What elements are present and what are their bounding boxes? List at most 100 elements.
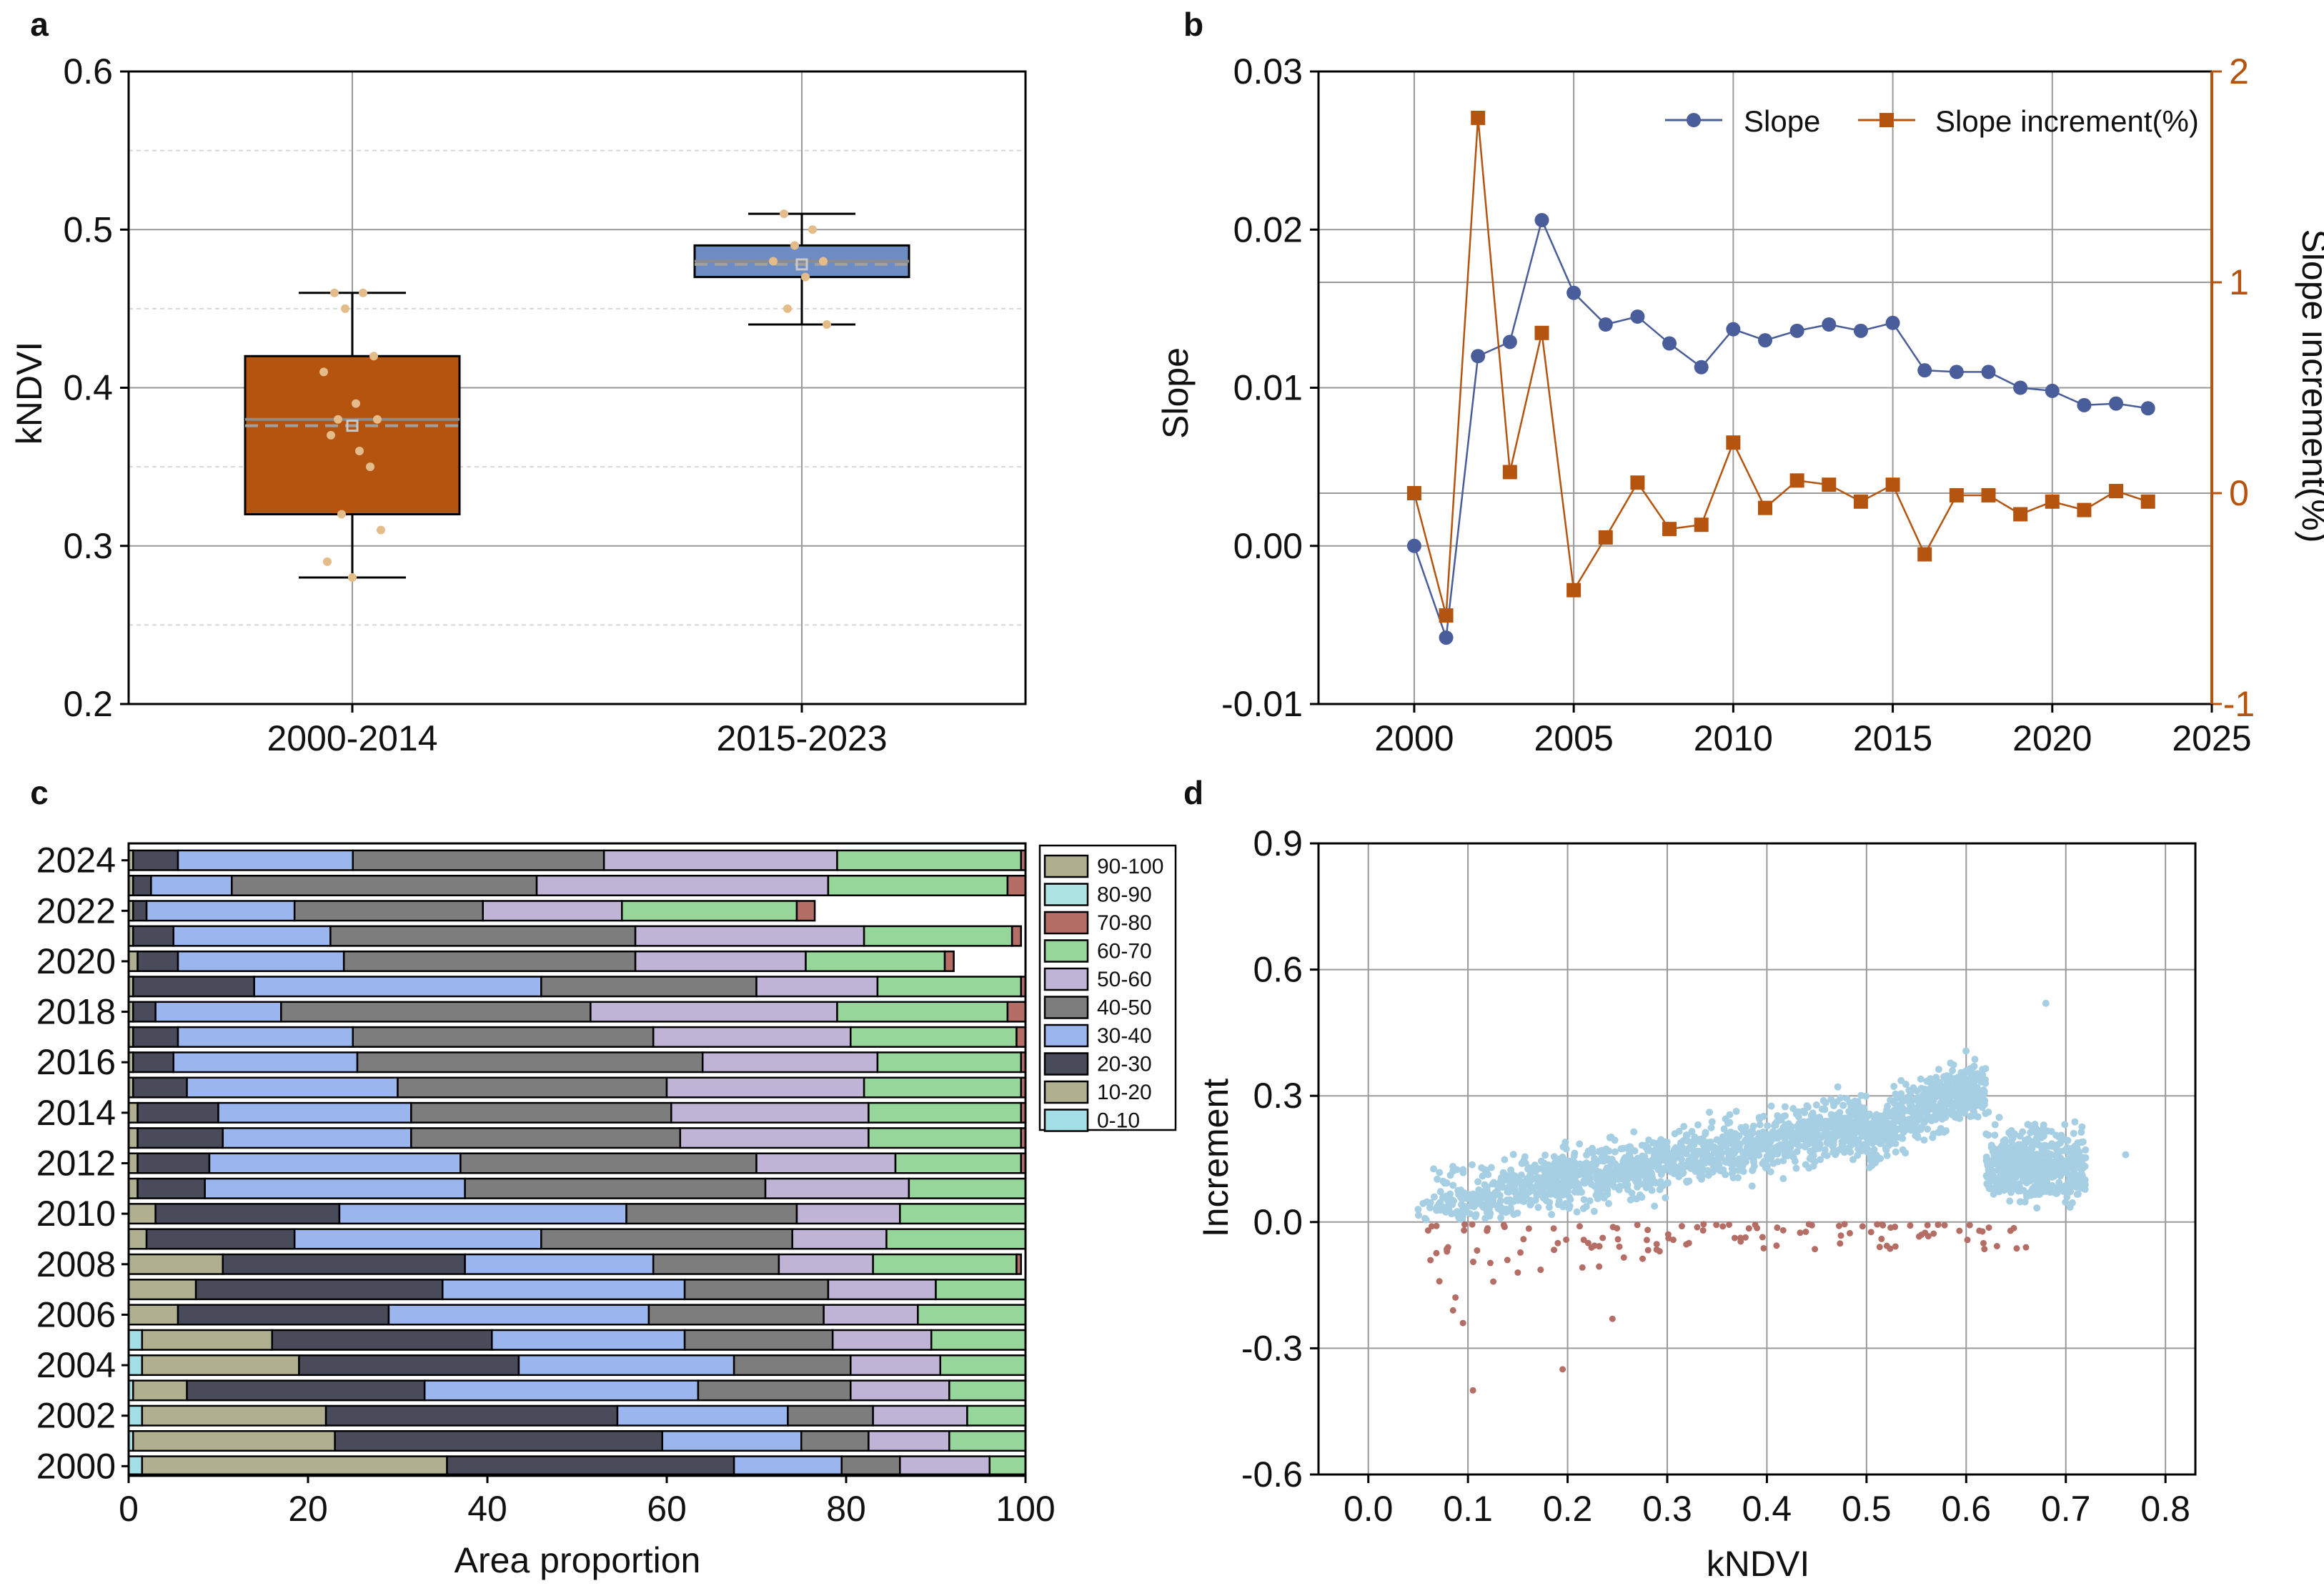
scatter-point (1945, 1074, 1953, 1082)
bar-segment-40-50 (397, 1076, 668, 1099)
bar-segment-50-60 (482, 900, 623, 922)
scatter-point (1930, 1096, 1937, 1104)
scatter-point (1525, 1225, 1532, 1232)
scatter-point (1927, 1075, 1935, 1083)
scatter-point (1742, 1148, 1749, 1156)
bar-segment-40-50 (800, 1429, 870, 1452)
scatter-point (1873, 1156, 1881, 1164)
scatter-point (1764, 1122, 1772, 1130)
scatter-point (2077, 1162, 2085, 1170)
scatter-point (1797, 1229, 1804, 1236)
y-tick-label: 0.2 (63, 684, 113, 724)
bar-segment-30-40 (616, 1404, 789, 1427)
scatter-point (1823, 1151, 1831, 1159)
bar-segment-30-40 (423, 1379, 700, 1402)
scatter-point (2033, 1150, 2041, 1158)
scatter-point (2005, 1164, 2012, 1172)
scatter-point (1935, 1129, 1943, 1136)
bar-segment-60-70 (827, 874, 1009, 897)
scatter-point (1698, 1172, 1706, 1180)
bar-segment-70-80 (1006, 1001, 1027, 1023)
scatter-point (1862, 1145, 1870, 1153)
scatter-point (1930, 1130, 1937, 1138)
bar-segment-30-40 (464, 1253, 655, 1275)
scatter-point (1599, 1156, 1607, 1164)
scatter-point (1817, 1134, 1825, 1141)
bar-segment-50-60 (679, 1127, 870, 1149)
bar-segment-40-50 (410, 1101, 672, 1124)
scatter-point (1664, 1231, 1672, 1238)
scatter-point (1967, 1074, 1975, 1082)
scatter-point (1436, 1169, 1444, 1176)
scatter-point (1426, 1199, 1434, 1206)
bar-segment-20-30 (136, 950, 179, 972)
bar-segment-0-10 (127, 1354, 144, 1377)
legend-swatch-40-50 (1043, 996, 1089, 1019)
scatter-point (1942, 1127, 1950, 1135)
scatter-point (2081, 1185, 2089, 1193)
scatter-point (1774, 1158, 1782, 1166)
bar-segment-40-50 (733, 1354, 852, 1377)
scatter-point (1958, 1082, 1966, 1090)
scatter-point (2079, 1138, 2087, 1146)
scatter-point (1779, 1157, 1787, 1165)
data-point (1917, 547, 1932, 562)
scatter-point (1566, 1175, 1574, 1183)
y-tick-label: 2014 (36, 1093, 116, 1133)
scatter-point (1624, 1144, 1632, 1152)
scatter-point (1960, 1095, 1967, 1103)
scatter-point (1620, 1254, 1627, 1261)
legend: Slope Slope increment(%) (1665, 104, 2199, 138)
data-point (1789, 473, 1804, 488)
scatter-point (1634, 1221, 1641, 1229)
scatter-point (1531, 1174, 1539, 1182)
bar-segment-60-70 (935, 1279, 1027, 1301)
data-point (790, 241, 799, 250)
scatter-point (1983, 1173, 1991, 1181)
scatter-point (1489, 1201, 1496, 1209)
data-point (1502, 334, 1517, 350)
bar-segment-20-30 (177, 1304, 390, 1326)
x-axis-label: Area proportion (455, 1540, 701, 1580)
scatter-point (1586, 1197, 1594, 1205)
scatter-point (1474, 1191, 1481, 1199)
y-tick-label: 0.4 (63, 368, 113, 408)
scatter-point (1561, 1167, 1569, 1175)
scatter-point (1449, 1181, 1457, 1189)
bar-segment-10-20 (127, 1101, 139, 1124)
scatter-point (1664, 1151, 1672, 1159)
bar-segment-50-60 (755, 1152, 897, 1174)
data-point (1726, 322, 1741, 337)
x-tick-label: 2015 (1853, 718, 1932, 758)
x-tick-label: 0.4 (1742, 1489, 1792, 1529)
scatter-point (2070, 1129, 2077, 1137)
scatter-point (1627, 1196, 1634, 1204)
y-tick-label: 0.6 (1253, 950, 1303, 990)
bar-segment-20-30 (132, 874, 152, 897)
bar-segment-50-60 (899, 1455, 991, 1477)
scatter-point (2122, 1151, 2130, 1159)
data-point (1694, 360, 1709, 375)
scatter-point (1679, 1137, 1687, 1145)
scatter-point (1559, 1203, 1567, 1211)
scatter-point (1647, 1146, 1654, 1154)
scatter-point (1414, 1206, 1422, 1214)
scatter-point (2078, 1171, 2086, 1179)
scatter-point (1550, 1153, 1558, 1161)
scatter-point (1755, 1151, 1763, 1159)
data-point (1885, 315, 1900, 330)
data-point (1471, 349, 1486, 364)
scatter-point (1597, 1172, 1605, 1180)
bar-segment-50-60 (778, 1253, 874, 1275)
scatter-point (1652, 1157, 1660, 1165)
bar-row-2011 (127, 1177, 1027, 1199)
panel-d-label: d (1183, 774, 1203, 811)
scatter-point (1852, 1140, 1859, 1148)
scatter-point (1829, 1143, 1837, 1151)
scatter-point (1433, 1206, 1441, 1214)
scatter-point (1837, 1116, 1844, 1124)
bar-segment-60-70 (966, 1404, 1027, 1427)
bar-segment-50-60 (755, 976, 879, 998)
scatter-point (1559, 1189, 1567, 1196)
scatter-point (1752, 1221, 1759, 1229)
